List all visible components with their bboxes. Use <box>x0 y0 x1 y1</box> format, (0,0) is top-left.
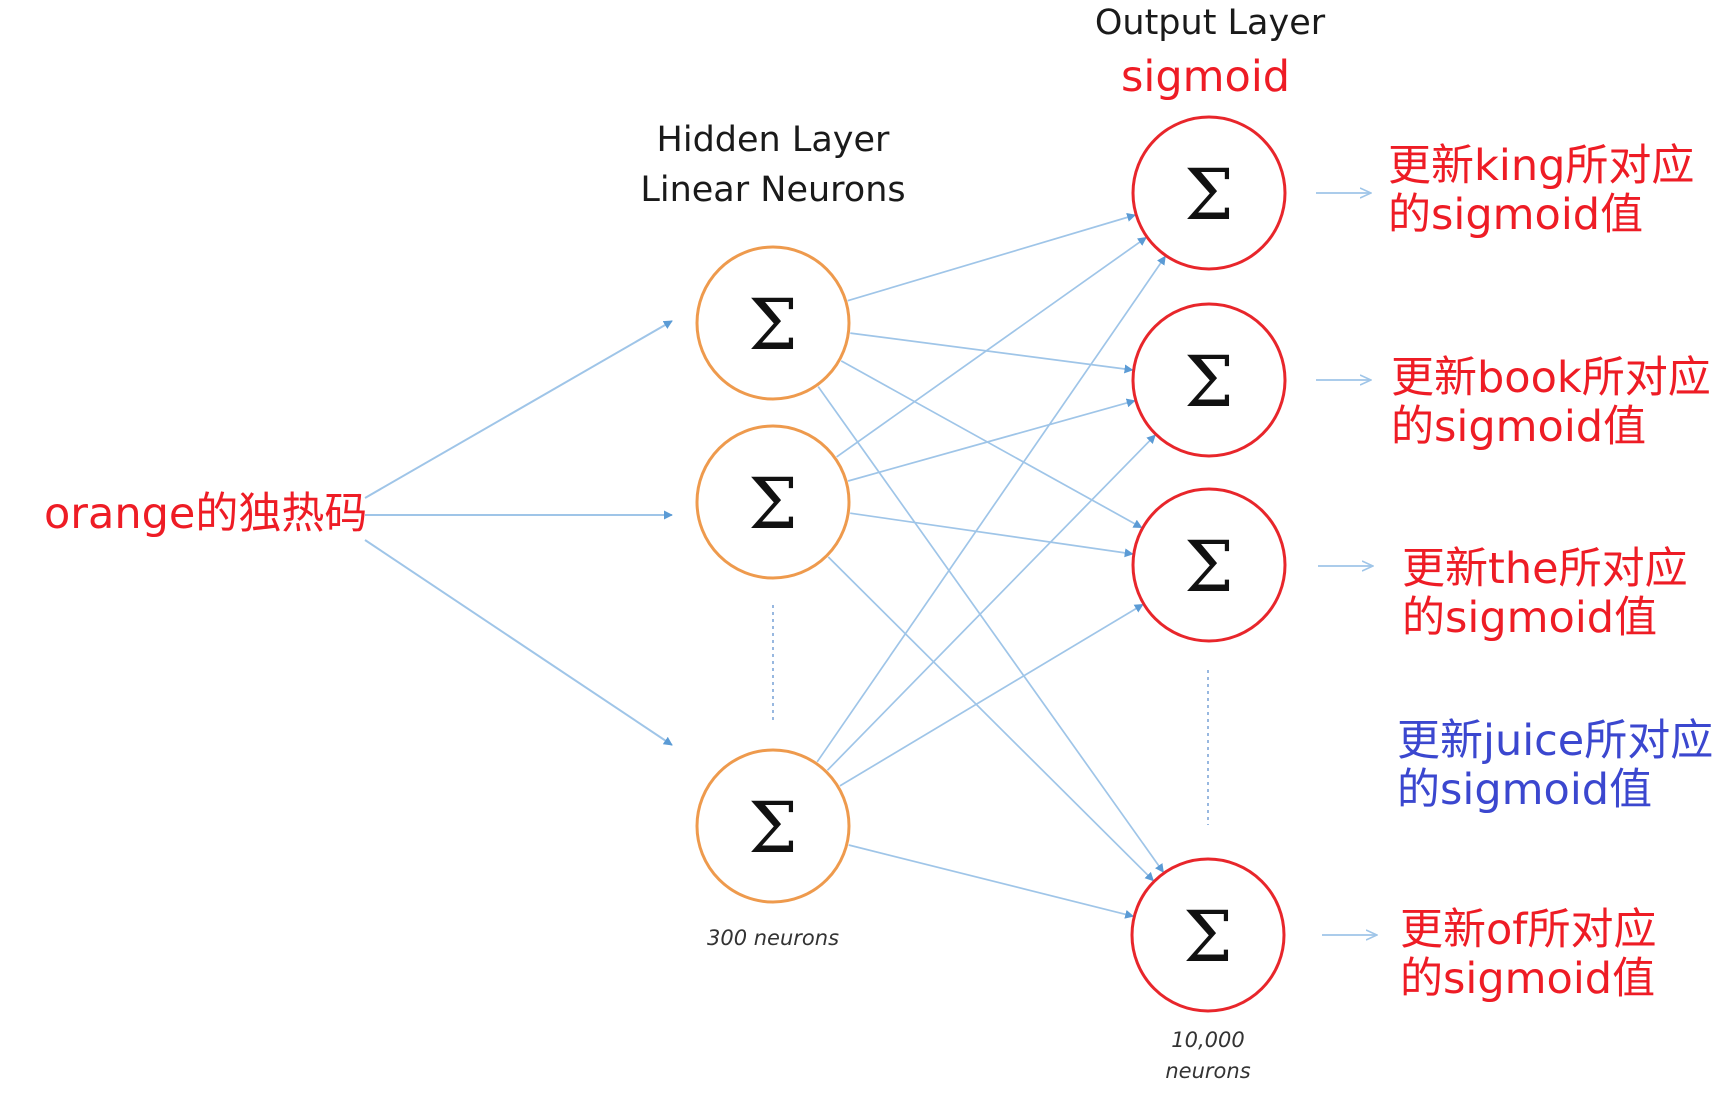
output-label-king-line1: 更新king所对应 <box>1388 141 1695 191</box>
sigma-symbol: Σ <box>748 787 798 869</box>
connection-h3-o2 <box>826 434 1156 771</box>
connection-h1-o1 <box>847 213 1137 302</box>
output-layer-nodes: Σ Σ Σ Σ <box>1130 115 1287 1013</box>
connection-h3-o3 <box>839 603 1144 787</box>
input-arrow-top <box>364 320 673 499</box>
sigma-symbol: Σ <box>1184 341 1234 423</box>
output-neuron-of: Σ <box>1130 857 1286 1013</box>
output-label-book-line1: 更新book所对应 <box>1391 353 1711 403</box>
output-label-book-line2: 的sigmoid值 <box>1391 401 1647 452</box>
output-activation-label: sigmoid <box>1121 52 1291 102</box>
hidden-layer-subtitle: Linear Neurons <box>640 170 906 210</box>
connection-h1-o3 <box>840 360 1143 529</box>
connection-h1-o4 <box>817 386 1165 873</box>
output-label-book: 更新book所对应 的sigmoid值 <box>1391 354 1711 451</box>
output-layer-title: Output Layer <box>1094 3 1326 43</box>
input-arrows <box>364 320 673 746</box>
sigma-symbol: Σ <box>748 284 798 366</box>
input-arrow-bottom <box>364 539 673 746</box>
connection-h1-o2 <box>850 332 1134 374</box>
output-label-the-line1: 更新the所对应 <box>1402 544 1688 594</box>
connection-h2-o3 <box>850 512 1134 558</box>
connection-h2-o4 <box>827 556 1155 882</box>
hidden-layer-nodes: Σ Σ Σ <box>695 245 851 904</box>
output-arrows <box>1316 193 1377 935</box>
output-neuron-book: Σ <box>1131 302 1287 458</box>
output-neuron-count-unit: neurons <box>1165 1059 1251 1083</box>
output-neuron-count-number: 10,000 <box>1171 1028 1245 1052</box>
sigma-symbol: Σ <box>1183 896 1233 978</box>
connection-h2-o2 <box>847 398 1136 482</box>
output-label-the-line2: 的sigmoid值 <box>1402 592 1658 643</box>
output-label-king-line2: 的sigmoid值 <box>1388 189 1644 240</box>
connection-h3-o1 <box>816 255 1167 763</box>
connection-h2-o1 <box>836 236 1147 458</box>
layer-connections <box>816 213 1167 919</box>
output-label-the: 更新the所对应 的sigmoid值 <box>1402 545 1688 642</box>
output-label-king: 更新king所对应 的sigmoid值 <box>1388 142 1694 239</box>
hidden-neuron-2: Σ <box>695 424 851 580</box>
hidden-layer-title: Hidden Layer <box>656 120 890 160</box>
input-onehot-label: orange的独热码 <box>44 489 368 539</box>
output-label-juice-line2: 的sigmoid值 <box>1397 764 1653 815</box>
connection-h3-o4 <box>848 844 1135 919</box>
output-label-of-line1: 更新of所对应 <box>1400 905 1657 955</box>
output-label-juice-line1: 更新juice所对应 <box>1397 716 1714 766</box>
hidden-neuron-count: 300 neurons <box>706 926 840 950</box>
output-neuron-king: Σ <box>1131 115 1287 271</box>
output-neuron-the: Σ <box>1131 487 1287 643</box>
output-label-of-line2: 的sigmoid值 <box>1400 953 1656 1004</box>
sigma-symbol: Σ <box>748 463 798 545</box>
sigma-symbol: Σ <box>1184 526 1234 608</box>
hidden-neuron-last: Σ <box>695 748 851 904</box>
output-label-juice: 更新juice所对应 的sigmoid值 <box>1397 717 1713 814</box>
hidden-neuron-1: Σ <box>695 245 851 401</box>
sigma-symbol: Σ <box>1184 154 1234 236</box>
output-label-of: 更新of所对应 的sigmoid值 <box>1400 906 1656 1003</box>
